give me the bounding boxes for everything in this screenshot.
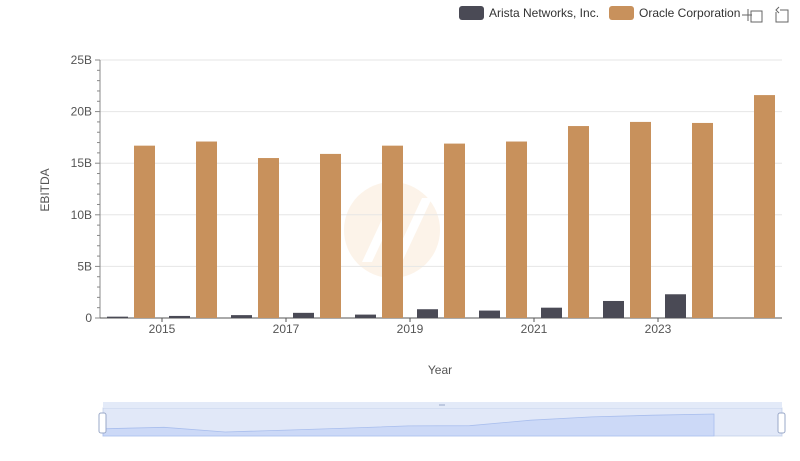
legend[interactable]: Arista Networks, Inc. Oracle Corporation [459,6,740,20]
bar-oracle-2023[interactable] [692,122,713,319]
bar-oracle-2024[interactable] [754,95,775,318]
bar-arista-2020[interactable] [479,310,500,318]
bar-oracle-2019[interactable] [444,143,465,318]
bar-oracle-2015[interactable] [196,141,217,318]
bar-arista-2021[interactable] [541,307,562,318]
x-tick-label: 2019 [397,322,424,336]
restore-icon[interactable] [775,6,789,23]
data-zoom-slider[interactable] [98,402,786,437]
legend-label-oracle: Oracle Corporation [639,6,740,20]
bar-arista-2017[interactable] [293,312,314,318]
y-tick-label: 15B [71,156,92,170]
bar-arista-2022[interactable] [603,300,624,318]
x-axis-title: Year [428,363,452,377]
x-tick-label: 2015 [149,322,176,336]
bar-oracle-2014[interactable] [134,145,155,318]
x-tick-label: 2023 [645,322,672,336]
x-tick-label: 2021 [521,322,548,336]
y-tick-label: 25B [71,53,92,67]
bar-oracle-2020[interactable] [506,141,527,318]
y-tick-label: 20B [71,105,92,119]
slider-data-shadow [102,413,715,437]
bar-arista-2014[interactable] [107,316,128,318]
zoom-select-icon[interactable] [742,9,763,23]
bar-oracle-2016[interactable] [258,158,279,318]
slider-left-handle[interactable] [98,412,107,434]
x-axis: 2015 2017 2019 2021 2023 [100,317,782,336]
bar-oracle-2017[interactable] [320,153,341,318]
bar-arista-2016[interactable] [231,315,252,318]
y-axis-title: EBITDA [38,168,52,211]
bar-arista-2023[interactable] [665,294,686,318]
legend-item-arista[interactable]: Arista Networks, Inc. [459,6,599,20]
slider-handle-grip[interactable] [439,404,445,406]
bar-oracle-2021[interactable] [568,126,589,318]
legend-label-arista: Arista Networks, Inc. [489,6,599,20]
bars [107,95,775,319]
bar-arista-2018[interactable] [355,314,376,318]
y-axis: 0 5B 10B 15B 20B 25B [71,53,101,325]
legend-swatch-arista [459,6,484,20]
bar-oracle-2018[interactable] [382,145,403,318]
y-tick-label: 10B [71,208,92,222]
bar-oracle-2022[interactable] [630,121,651,318]
legend-swatch-oracle [609,6,634,20]
y-tick-label: 5B [77,259,92,273]
y-tick-label: 0 [85,311,92,325]
bar-arista-2019[interactable] [417,309,438,318]
slider-selected-window[interactable] [103,408,782,436]
x-tick-label: 2017 [273,322,300,336]
bar-arista-2015[interactable] [169,315,190,318]
slider-right-handle[interactable] [777,412,786,434]
legend-item-oracle[interactable]: Oracle Corporation [609,6,740,20]
